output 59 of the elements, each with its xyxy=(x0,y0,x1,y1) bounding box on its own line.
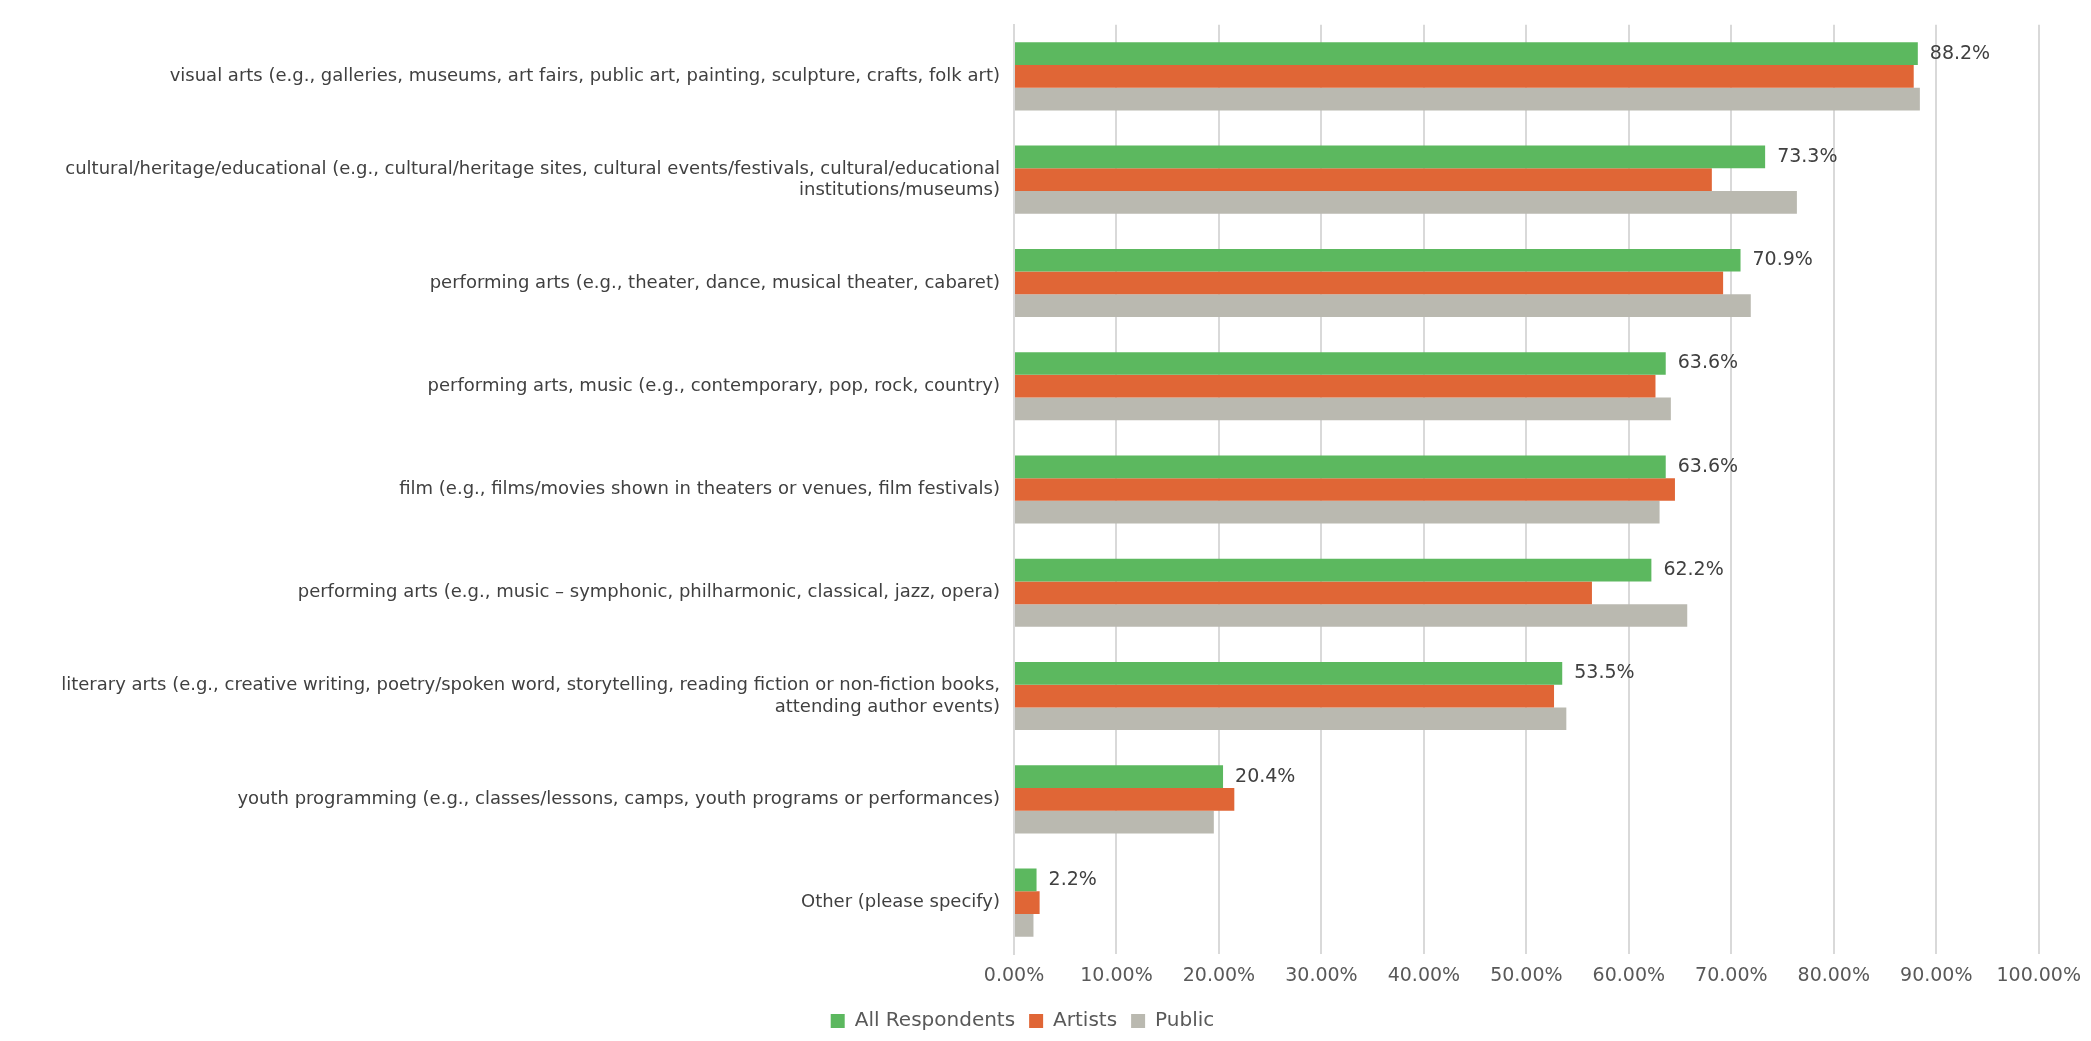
bar xyxy=(1015,65,1914,88)
bar xyxy=(1015,558,1652,582)
bar xyxy=(1015,707,1567,731)
x-tick-label: 100.00% xyxy=(1996,962,2082,985)
bar xyxy=(1015,352,1666,375)
data-label: 63.6% xyxy=(1677,453,1739,476)
legend-label: Public xyxy=(1155,1007,1215,1032)
y-tick-label: youth programming (e.g., classes/lessons, camps, youth programs or performances) xyxy=(237,786,1000,808)
bar xyxy=(1015,913,1034,937)
y-tick-label: performing arts, music (e.g., contemporary, pop, rock, country) xyxy=(427,373,1000,395)
y-tick-label: performing arts (e.g., theater, dance, musical theater, cabaret) xyxy=(429,270,1000,292)
bar xyxy=(1015,42,1918,66)
bar xyxy=(1015,581,1592,605)
legend-label: Artists xyxy=(1053,1007,1118,1032)
bar xyxy=(1015,661,1563,685)
bar xyxy=(1015,684,1555,708)
y-tick-label: performing arts (e.g., music – symphonic, philharmonic, classical, jazz, opera) xyxy=(297,580,1000,602)
data-label: 88.2% xyxy=(1929,40,1991,63)
data-label: 73.3% xyxy=(1777,143,1838,166)
y-tick-label: film (e.g., films/movies shown in theaters or venues, film festivals) xyxy=(399,477,1000,499)
x-tick-label: 50.00% xyxy=(1490,962,1563,985)
x-tick-label: 10.00% xyxy=(1080,962,1153,985)
bar xyxy=(1015,604,1688,627)
bar xyxy=(1015,810,1214,834)
data-label: 2.2% xyxy=(1048,866,1097,889)
x-tick-label: 60.00% xyxy=(1592,962,1666,985)
data-label: 53.5% xyxy=(1574,660,1635,683)
x-tick-label: 20.00% xyxy=(1182,962,1256,985)
x-tick-label: 80.00% xyxy=(1797,962,1871,985)
x-tick-label: 0.00% xyxy=(983,962,1045,985)
bar xyxy=(1015,397,1671,421)
bar xyxy=(1015,500,1660,524)
bar xyxy=(1015,868,1037,892)
x-tick-label: 90.00% xyxy=(1900,962,1973,985)
x-tick-label: 30.00% xyxy=(1285,962,1358,985)
y-tick-label: Other (please specify) xyxy=(800,890,1000,912)
bar xyxy=(1015,478,1675,501)
bar xyxy=(1015,765,1224,788)
bar xyxy=(1015,145,1766,169)
bar xyxy=(1015,455,1666,479)
y-tick-label: cultural/heritage/educational (e.g., cultural/heritage sites, cultural events/festivals, cultural/educational institutions/museums) xyxy=(65,156,1000,200)
data-label: 20.4% xyxy=(1235,763,1296,786)
data-label: 62.2% xyxy=(1663,556,1724,579)
y-tick-label: literary arts (e.g., creative writing, poetry/spoken word, storytelling, reading fiction or non-fiction books, attending author events) xyxy=(61,672,1000,716)
x-tick-label: 40.00% xyxy=(1387,962,1461,985)
bar xyxy=(1015,87,1920,111)
bar xyxy=(1015,787,1235,811)
bar xyxy=(1015,891,1040,914)
bar xyxy=(1015,294,1751,318)
bar xyxy=(1015,168,1712,192)
bar xyxy=(1015,191,1797,214)
data-label: 70.9% xyxy=(1752,247,1813,270)
legend-label: All Respondents xyxy=(854,1007,1016,1032)
bar xyxy=(1015,374,1656,398)
bar xyxy=(1015,271,1724,295)
y-tick-label: visual arts (e.g., galleries, museums, art fairs, public art, painting, sculpture, crafts, folk art) xyxy=(169,64,1000,86)
data-label: 63.6% xyxy=(1677,350,1739,373)
x-tick-label: 70.00% xyxy=(1695,962,1768,985)
bar xyxy=(1015,248,1741,272)
